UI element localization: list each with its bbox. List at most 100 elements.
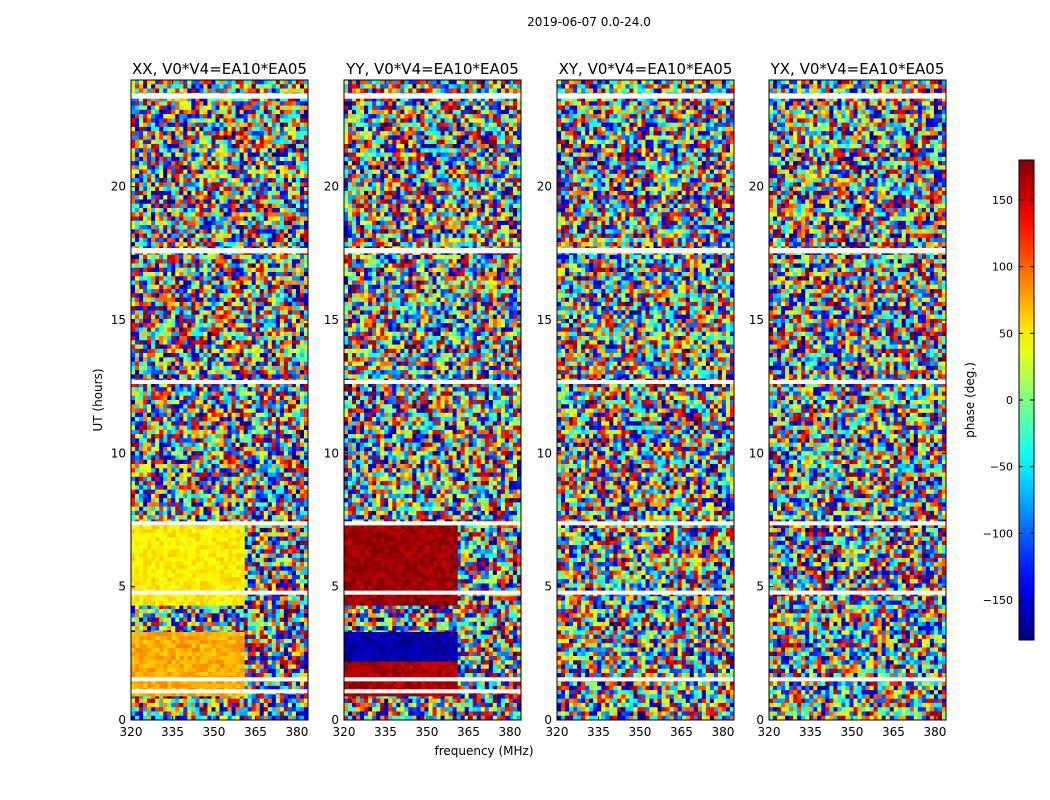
panel-frame <box>130 79 309 721</box>
phase-heatmap-image <box>557 80 734 720</box>
y-tick-label: 5 <box>756 580 764 594</box>
y-tick-label: 5 <box>544 580 552 594</box>
colorbar-tick-label: −100 <box>983 527 1013 540</box>
x-tick-label: 335 <box>587 725 610 739</box>
colorbar-tick-label: 0 <box>1006 394 1013 407</box>
y-tick-label: 15 <box>537 313 552 327</box>
flagged-band <box>344 689 521 694</box>
flagged-band <box>344 590 521 595</box>
y-tick-label: 15 <box>749 313 764 327</box>
x-tick-label: 320 <box>758 725 781 739</box>
panel-title: YX, V0*V4=EA10*EA05 <box>770 60 945 78</box>
colorbar: −150 −100 −50 0 50 100 150 <box>983 159 1035 641</box>
flagged-band <box>557 248 734 254</box>
flagged-band <box>344 677 521 682</box>
panel-yy: YY, V0*V4=EA10*EA05 320 335 350 365 380 0 5 10 15… <box>324 60 522 739</box>
x-tick-label: 350 <box>841 725 864 739</box>
x-tick-label: 365 <box>670 725 693 739</box>
phase-heatmap-image <box>344 80 521 720</box>
panel-xx: XX, V0*V4=EA10*EA05 320 335 350 365 380 0 5 10 15… <box>111 60 309 739</box>
x-tick-label: 335 <box>161 725 184 739</box>
y-tick-label: 5 <box>331 580 339 594</box>
y-tick-label: 5 <box>118 580 126 594</box>
x-tick-label: 335 <box>374 725 397 739</box>
colorbar-tick-label: −50 <box>990 461 1013 474</box>
y-tick-label: 0 <box>544 713 552 727</box>
y-tick-label: 15 <box>111 313 126 327</box>
phase-heatmap-image <box>769 80 946 720</box>
figure-suptitle: 2019-06-07 0.0-24.0 <box>527 15 651 29</box>
flagged-band <box>557 590 734 595</box>
x-tick-label: 365 <box>457 725 480 739</box>
y-tick-label: 10 <box>324 446 339 460</box>
y-axis-label: UT (hours) <box>91 368 105 431</box>
coherent-phase-block <box>344 632 458 662</box>
flagged-band <box>557 677 734 682</box>
flagged-band <box>769 93 946 99</box>
coherent-phase-block <box>344 525 458 606</box>
panel-title: YY, V0*V4=EA10*EA05 <box>345 60 519 78</box>
x-tick-label: 350 <box>203 725 226 739</box>
y-tick-label: 10 <box>749 446 764 460</box>
panel-xy: XY, V0*V4=EA10*EA05 320 335 350 365 380 0 5 10 15… <box>537 60 735 739</box>
colorbar-label: phase (deg.) <box>963 362 977 438</box>
y-tick-label: 0 <box>331 713 339 727</box>
coherent-phase-block <box>131 632 245 697</box>
x-tick-label: 320 <box>333 725 356 739</box>
panel-frame <box>768 79 947 721</box>
x-tick-label: 380 <box>498 725 521 739</box>
x-tick-label: 365 <box>882 725 905 739</box>
y-tick-label: 20 <box>324 180 339 194</box>
colorbar-tick-label: 50 <box>999 327 1013 340</box>
y-tick-label: 15 <box>324 313 339 327</box>
flagged-band <box>344 248 521 254</box>
x-tick-label: 335 <box>799 725 822 739</box>
x-tick-label: 350 <box>416 725 439 739</box>
flagged-band <box>557 521 734 526</box>
x-axis-label: frequency (MHz) <box>434 744 533 758</box>
panel-title: XY, V0*V4=EA10*EA05 <box>559 60 733 78</box>
panel-yx: YX, V0*V4=EA10*EA05 320 335 350 365 380 0 5 10 15… <box>749 60 947 739</box>
flagged-band <box>131 677 308 682</box>
y-tick-label: 0 <box>118 713 126 727</box>
flagged-band <box>344 521 521 526</box>
panel-frame <box>556 79 735 721</box>
flagged-band <box>557 93 734 99</box>
y-tick-label: 0 <box>756 713 764 727</box>
colorbar-tick-label: −150 <box>983 594 1013 607</box>
flagged-band <box>769 248 946 254</box>
x-tick-label: 320 <box>120 725 143 739</box>
flagged-band <box>131 93 308 99</box>
y-tick-label: 20 <box>749 180 764 194</box>
flagged-band <box>131 248 308 254</box>
flagged-band <box>131 380 308 384</box>
coherent-phase-block <box>131 525 245 606</box>
x-tick-label: 380 <box>711 725 734 739</box>
panels-group: XX, V0*V4=EA10*EA05 320 335 350 365 380 0 5 10 15… <box>111 60 947 739</box>
flagged-band <box>344 93 521 99</box>
y-tick-label: 20 <box>111 180 126 194</box>
colorbar-tick-label: 100 <box>992 261 1013 274</box>
y-tick-label: 10 <box>537 446 552 460</box>
phase-heatmap-image <box>131 80 308 720</box>
panel-frame <box>343 79 522 721</box>
flagged-band <box>557 380 734 384</box>
colorbar-gradient <box>1019 160 1034 640</box>
x-tick-label: 320 <box>546 725 569 739</box>
flagged-band <box>344 380 521 384</box>
colorbar-tick-label: 150 <box>992 194 1013 207</box>
flagged-band <box>769 521 946 526</box>
x-tick-label: 350 <box>629 725 652 739</box>
x-tick-label: 380 <box>285 725 308 739</box>
flagged-band <box>131 590 308 595</box>
panel-title: XX, V0*V4=EA10*EA05 <box>132 60 307 78</box>
flagged-band <box>769 590 946 595</box>
flagged-band <box>769 677 946 682</box>
x-tick-label: 380 <box>923 725 946 739</box>
x-tick-label: 365 <box>244 725 267 739</box>
y-tick-label: 20 <box>537 180 552 194</box>
y-tick-label: 10 <box>111 446 126 460</box>
flagged-band <box>131 689 308 694</box>
flagged-band <box>131 521 308 526</box>
